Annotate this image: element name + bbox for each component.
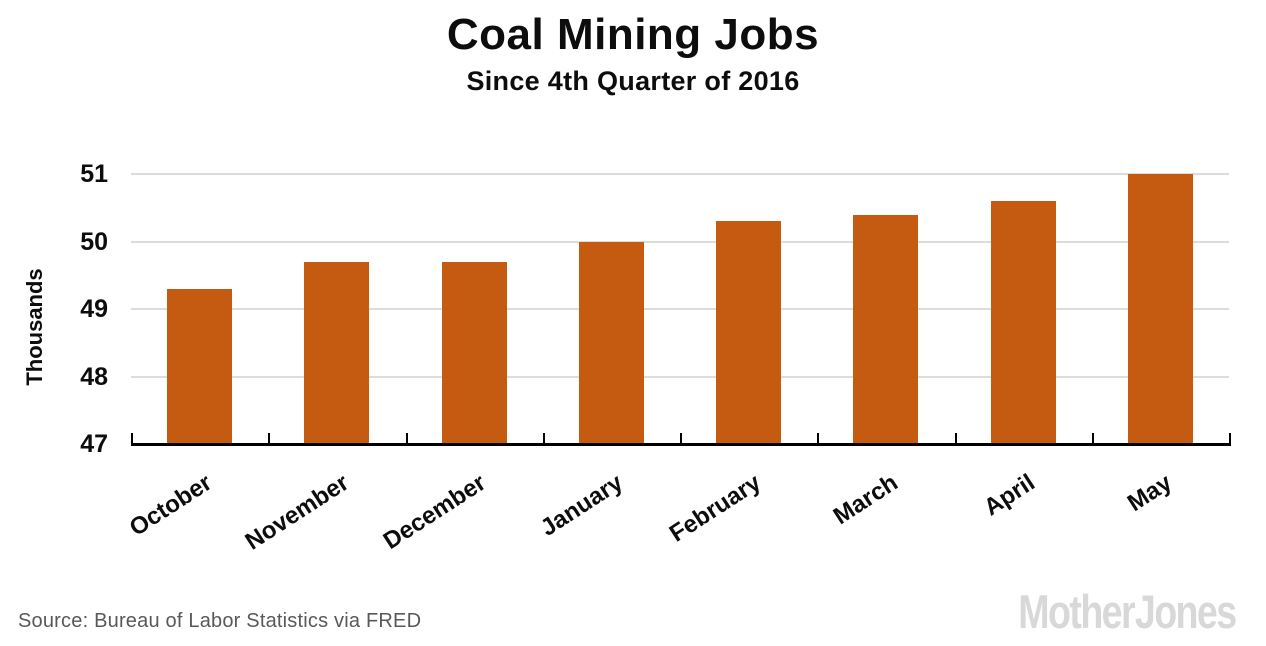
- motherjones-logo: Mother Jones: [1018, 585, 1238, 638]
- x-axis-line: [131, 443, 1231, 446]
- x-axis-tick: [405, 433, 408, 443]
- gridline-51: [131, 173, 1229, 175]
- y-tick-label-50: 50: [80, 227, 108, 256]
- x-axis-tick: [268, 433, 271, 443]
- x-axis-tick: [1091, 433, 1094, 443]
- x-axis-tick: [680, 433, 682, 443]
- gridline-50: [131, 240, 1229, 243]
- bar-december: [441, 261, 507, 444]
- bar-april: [990, 201, 1056, 444]
- bar-march: [853, 214, 919, 444]
- x-axis-tick: [954, 433, 957, 443]
- chart-subtitle: Since 4th Quarter of 2016: [466, 66, 800, 96]
- y-tick-label-47: 47: [80, 430, 108, 458]
- y-tick-label-51: 51: [80, 160, 108, 188]
- bar-february: [716, 221, 782, 444]
- x-axis-tick: [817, 433, 820, 443]
- bar-may: [1127, 174, 1193, 444]
- y-tick-label-48: 48: [80, 362, 108, 391]
- source-note: Source: Bureau of Labor Statistics via F…: [18, 610, 422, 632]
- chart-title: Coal Mining Jobs: [446, 10, 820, 59]
- x-axis-tick: [131, 433, 133, 443]
- bar-november: [304, 261, 370, 444]
- x-axis-tick: [1229, 433, 1231, 443]
- bar-october: [167, 288, 233, 444]
- x-axis-tick: [542, 433, 545, 443]
- y-tick-label-49: 49: [80, 295, 108, 323]
- gridline-48: [131, 375, 1229, 378]
- bar-january: [578, 241, 644, 444]
- gridline-49: [131, 308, 1229, 310]
